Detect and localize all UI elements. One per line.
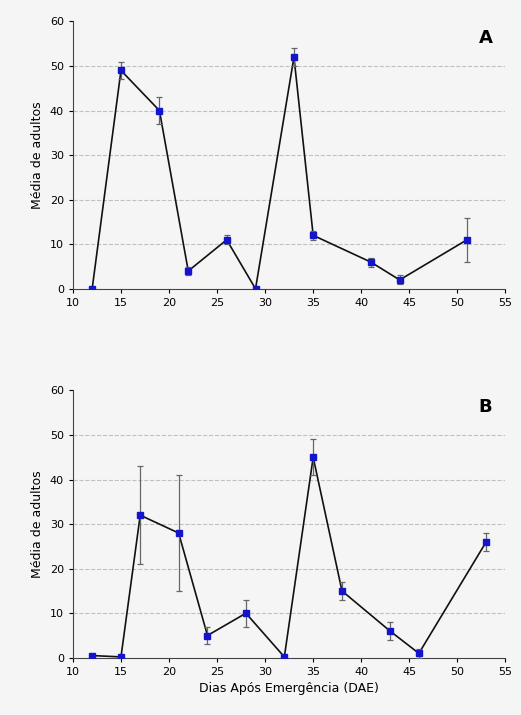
Text: A: A [478,29,492,47]
X-axis label: Dias Após Emergência (DAE): Dias Após Emergência (DAE) [199,682,379,696]
Y-axis label: Média de adultos: Média de adultos [31,470,44,578]
Y-axis label: Média de adultos: Média de adultos [31,102,44,209]
Text: B: B [479,398,492,416]
